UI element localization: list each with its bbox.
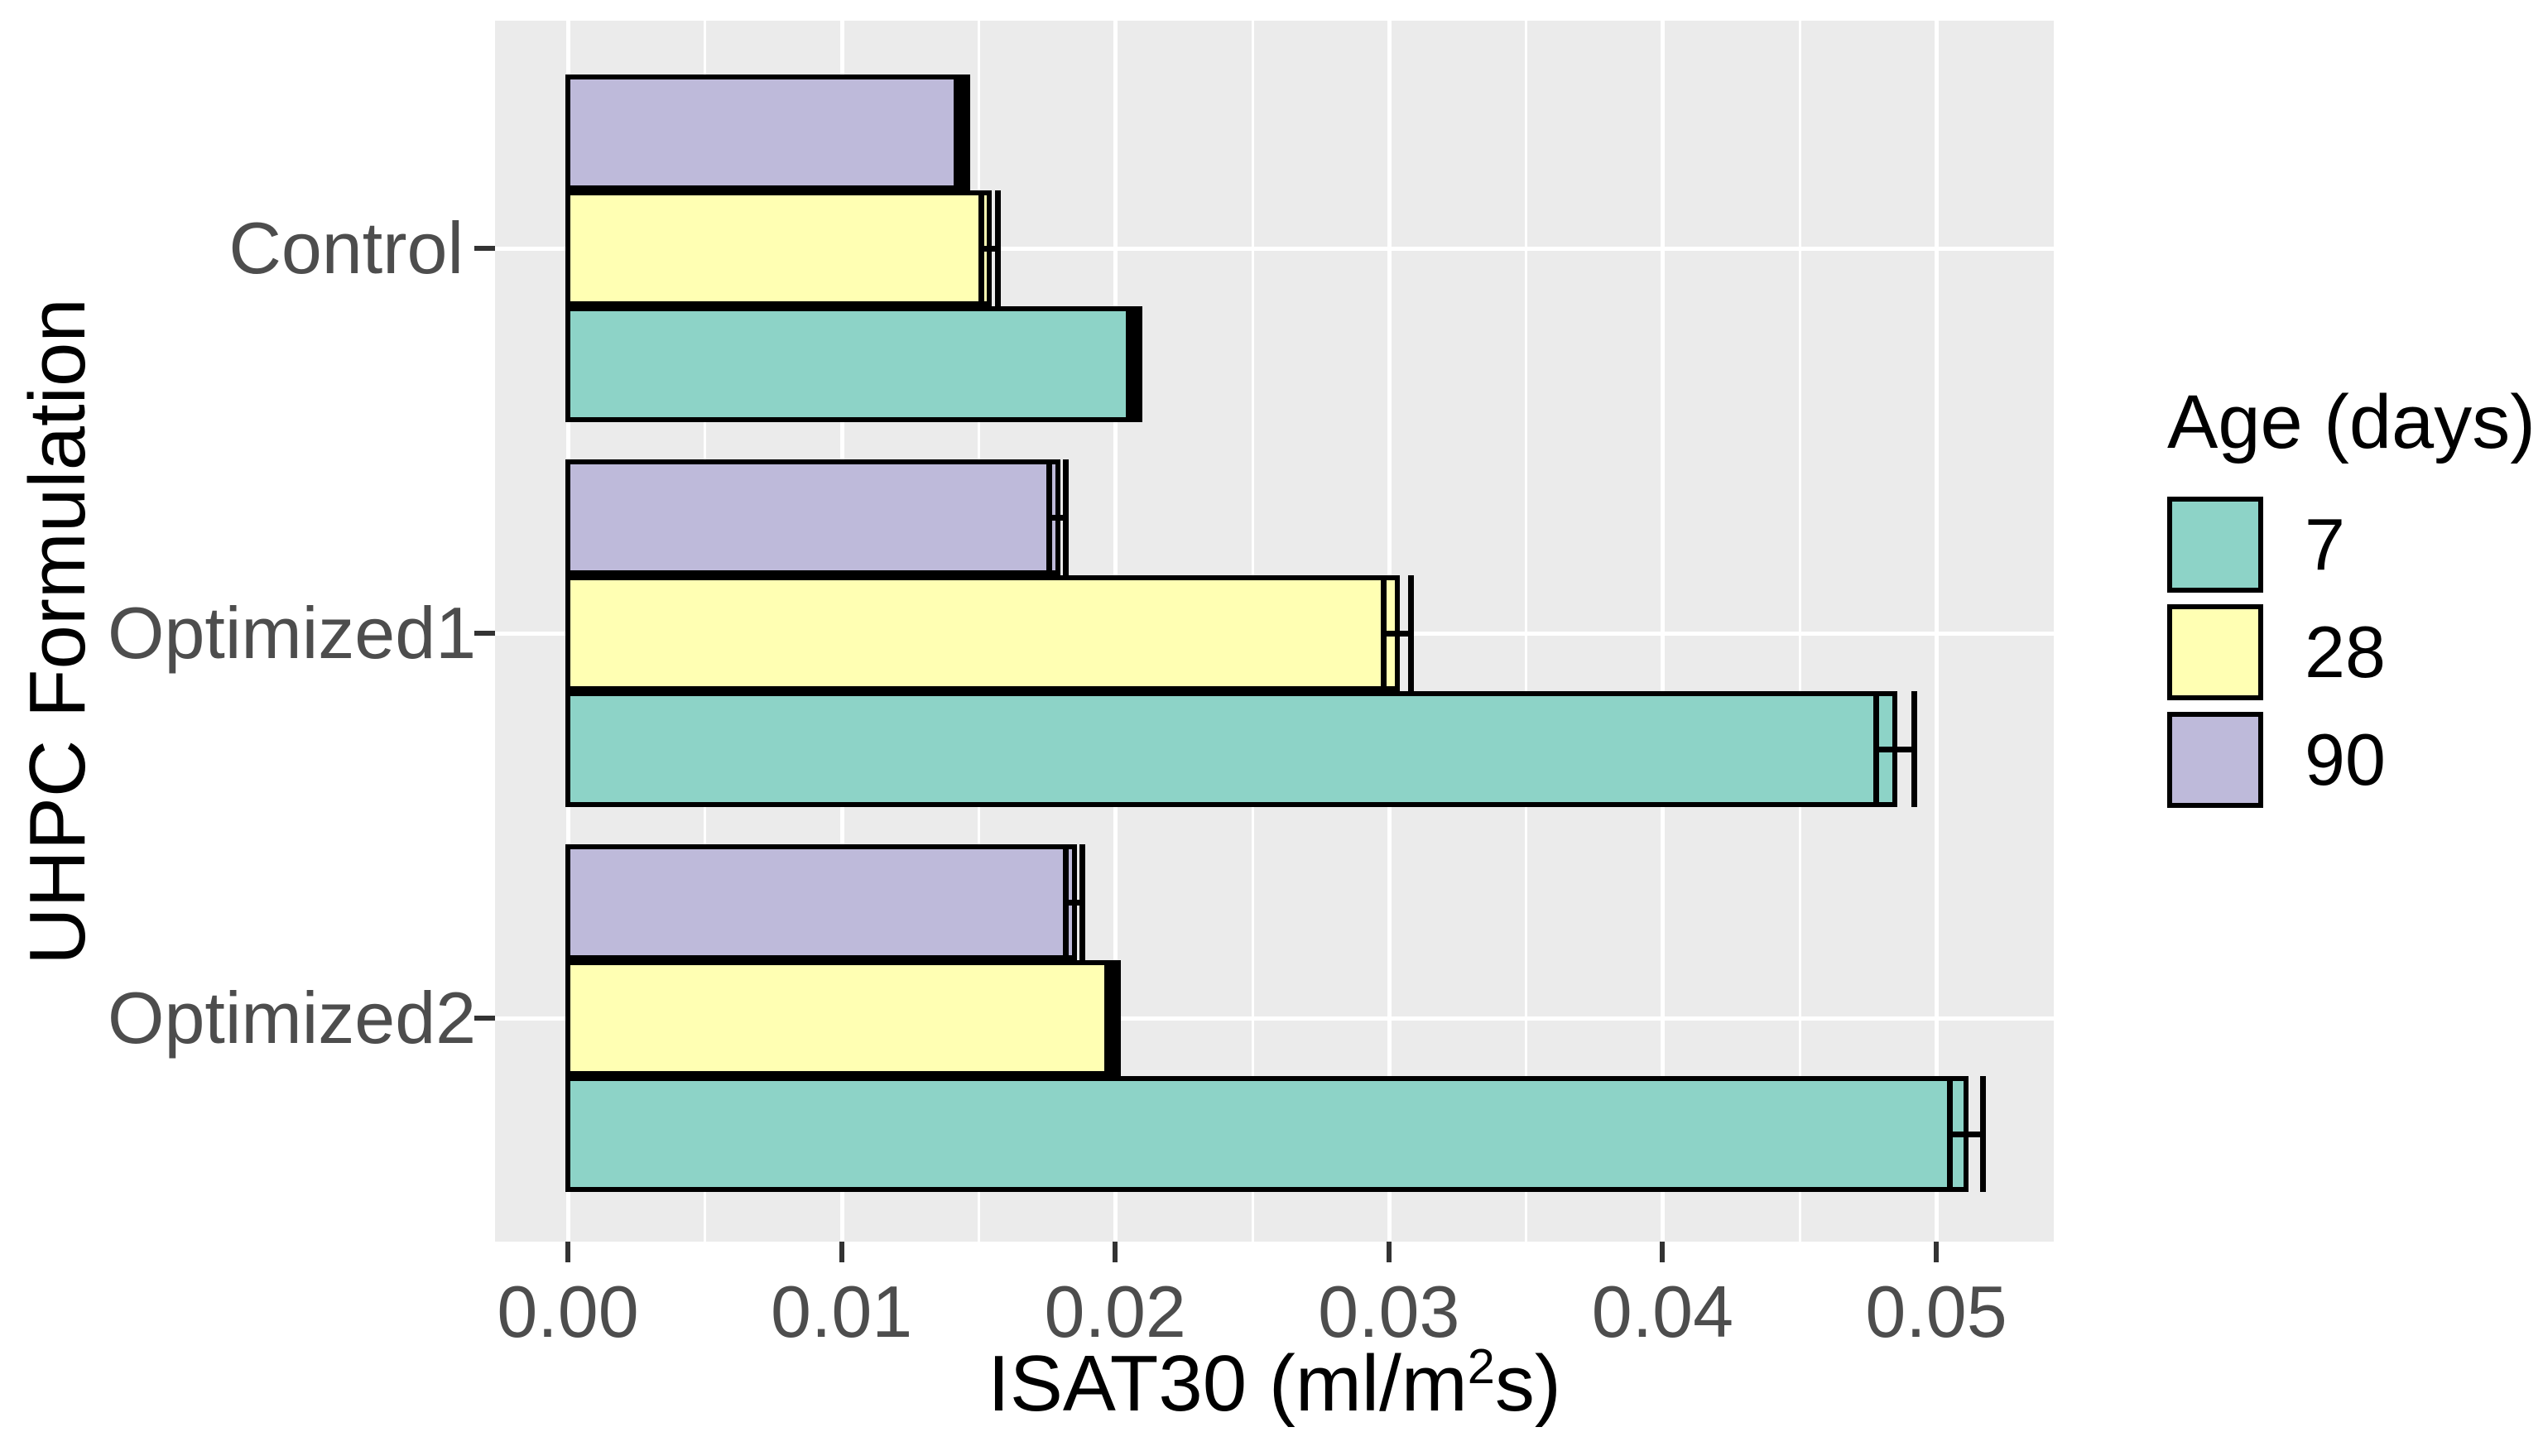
errorbar-cap-upper-optimized2-7d bbox=[1979, 1076, 1986, 1192]
x-axis-tick-label: 0.02 bbox=[1044, 1271, 1186, 1353]
gridline-vertical-minor bbox=[1525, 21, 1528, 1242]
errorbar-line-control-90d bbox=[956, 129, 968, 136]
bar-optimized2-28d bbox=[565, 960, 1115, 1076]
y-axis-tick bbox=[474, 631, 495, 636]
bar-optimized2-90d bbox=[565, 844, 1077, 960]
x-axis-tick-label: 0.00 bbox=[497, 1271, 639, 1353]
errorbar-cap-upper-optimized1-7d bbox=[1911, 691, 1918, 807]
gridline-horizontal-major bbox=[495, 1016, 2054, 1021]
legend-title: Age (days) bbox=[2167, 380, 2536, 464]
x-axis-tick bbox=[565, 1242, 570, 1262]
y-axis-category-label: Optimized2 bbox=[108, 977, 477, 1059]
errorbar-cap-lower-optimized1-90d bbox=[1046, 459, 1053, 575]
y-axis-category-label: Optimized1 bbox=[108, 592, 477, 674]
errorbar-cap-upper-control-7d bbox=[1137, 306, 1143, 422]
x-axis-tick bbox=[1934, 1242, 1939, 1262]
y-axis-tick bbox=[474, 1016, 495, 1021]
y-axis-tick bbox=[474, 246, 495, 251]
x-axis-tick bbox=[1660, 1242, 1666, 1262]
x-axis-title: ISAT30 (ml/m2s) bbox=[778, 1334, 1771, 1434]
errorbar-line-optimized2-90d bbox=[1065, 899, 1083, 906]
gridline-horizontal-major bbox=[495, 247, 2054, 251]
x-axis-tick-label: 0.04 bbox=[1591, 1271, 1734, 1353]
errorbar-line-optimized1-90d bbox=[1049, 514, 1066, 521]
x-axis-tick bbox=[839, 1242, 844, 1262]
bar-control-7d bbox=[565, 306, 1137, 422]
bar-optimized1-7d bbox=[565, 691, 1898, 807]
errorbar-cap-lower-control-7d bbox=[1126, 306, 1132, 422]
x-axis-title-text-end: s) bbox=[1494, 1339, 1561, 1428]
legend-key-7 bbox=[2167, 497, 2263, 593]
legend-label-7: 7 bbox=[2305, 503, 2345, 585]
bar-optimized2-7d bbox=[565, 1076, 1969, 1192]
errorbar-cap-upper-optimized2-90d bbox=[1079, 844, 1086, 960]
x-axis-title-text: ISAT30 (ml/m bbox=[988, 1339, 1468, 1428]
x-axis-tick-label: 0.03 bbox=[1318, 1271, 1460, 1353]
legend-label-90: 90 bbox=[2305, 718, 2386, 800]
legend-key-28 bbox=[2167, 604, 2263, 700]
bar-optimized1-28d bbox=[565, 575, 1400, 691]
errorbar-line-control-7d bbox=[1128, 361, 1140, 368]
errorbar-cap-upper-optimized1-28d bbox=[1407, 575, 1414, 691]
errorbar-cap-upper-optimized1-90d bbox=[1063, 459, 1070, 575]
errorbar-line-optimized2-28d bbox=[1107, 1015, 1118, 1021]
y-axis-title: UHPC Formulation bbox=[13, 297, 102, 965]
errorbar-cap-lower-optimized1-28d bbox=[1380, 575, 1387, 691]
x-axis-tick-label: 0.05 bbox=[1865, 1271, 2007, 1353]
x-axis-tick bbox=[1113, 1242, 1118, 1262]
errorbar-cap-upper-optimized2-28d bbox=[1115, 960, 1121, 1076]
plot-panel bbox=[495, 21, 2054, 1242]
errorbar-cap-lower-optimized2-28d bbox=[1103, 960, 1110, 1076]
x-axis-tick bbox=[1386, 1242, 1392, 1262]
bar-optimized1-90d bbox=[565, 459, 1060, 575]
gridline-vertical-major bbox=[1661, 21, 1666, 1242]
legend-key-90 bbox=[2167, 712, 2263, 808]
errorbar-line-optimized1-28d bbox=[1383, 630, 1411, 637]
legend-label-28: 28 bbox=[2305, 611, 2386, 693]
errorbar-cap-lower-control-90d bbox=[953, 74, 959, 190]
gridline-vertical-minor bbox=[1798, 21, 1801, 1242]
errorbar-cap-upper-control-90d bbox=[964, 74, 971, 190]
errorbar-line-optimized2-7d bbox=[1949, 1131, 1983, 1137]
y-axis-category-label: Control bbox=[228, 207, 464, 289]
errorbar-cap-upper-control-28d bbox=[994, 190, 1001, 306]
x-axis-tick-label: 0.01 bbox=[770, 1271, 913, 1353]
errorbar-cap-lower-optimized1-7d bbox=[1872, 691, 1879, 807]
x-axis-title-superscript: 2 bbox=[1467, 1338, 1495, 1394]
errorbar-cap-lower-control-28d bbox=[978, 190, 984, 306]
errorbar-line-optimized1-7d bbox=[1876, 746, 1915, 752]
gridline-vertical-major bbox=[1935, 21, 1939, 1242]
bar-control-28d bbox=[565, 190, 993, 306]
errorbar-cap-lower-optimized2-7d bbox=[1947, 1076, 1954, 1192]
errorbar-cap-lower-optimized2-90d bbox=[1063, 844, 1070, 960]
errorbar-line-control-28d bbox=[981, 245, 998, 252]
bar-control-90d bbox=[565, 74, 965, 190]
